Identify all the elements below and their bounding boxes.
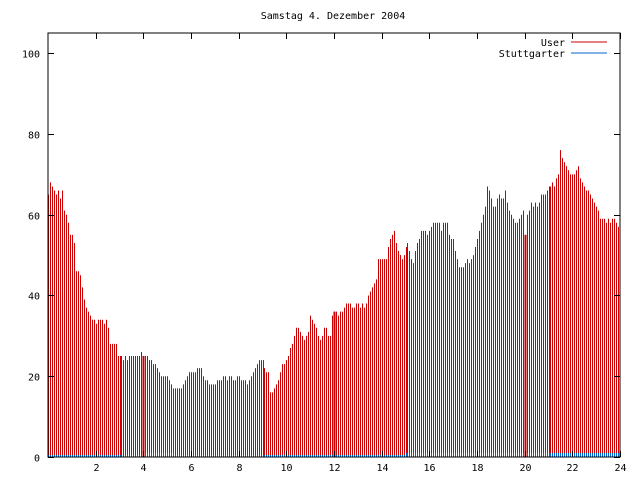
legend-label-stuttgarter: Stuttgarter (499, 49, 565, 60)
y-tick-label: 40 (28, 292, 40, 303)
x-tick-label: 14 (376, 463, 388, 474)
x-tick-label: 2 (93, 463, 99, 474)
highlight-bars-group (142, 234, 527, 457)
legend-label-user: User (541, 38, 565, 49)
x-tick-label: 8 (236, 463, 242, 474)
y-tick-label: 100 (22, 50, 40, 61)
y-tick-label: 80 (28, 131, 40, 142)
legend: User Stuttgarter (499, 38, 607, 60)
plot-frame (47, 32, 621, 458)
x-tick-label: 10 (280, 463, 292, 474)
y-tick-label: 0 (34, 454, 40, 465)
x-tick-label: 16 (423, 463, 435, 474)
x-tick-label: 24 (614, 463, 626, 474)
y-tick-label: 60 (28, 212, 40, 223)
y-axis-ticks: 0 20 40 60 80 100 (22, 50, 620, 465)
x-tick-label: 18 (471, 463, 483, 474)
x-tick-label: 4 (140, 463, 146, 474)
x-axis-ticks: 2 4 6 8 10 12 14 16 18 20 22 24 (93, 33, 627, 474)
x-tick-label: 20 (519, 463, 531, 474)
x-tick-label: 22 (566, 463, 578, 474)
bars-group (48, 150, 619, 457)
x-tick-label: 6 (188, 463, 194, 474)
x-tick-label: 12 (328, 463, 340, 474)
y-tick-label: 20 (28, 373, 40, 384)
chart-title: Samstag 4. Dezember 2004 (261, 11, 406, 22)
